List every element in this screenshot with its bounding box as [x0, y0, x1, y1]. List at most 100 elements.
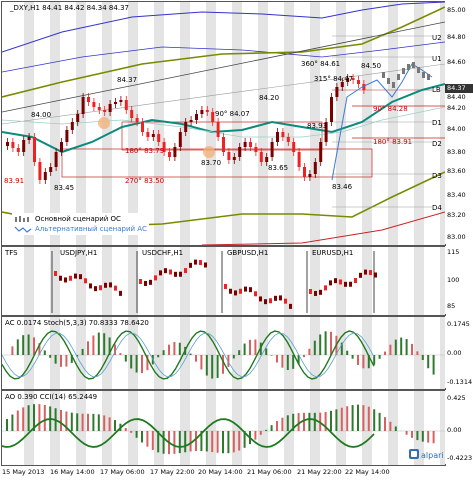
mini-candle [199, 260, 202, 266]
ac-stoch-svg [2, 317, 445, 389]
session-stripe [24, 247, 34, 315]
candle-body [313, 162, 317, 174]
scale-tick: -0.4223 [447, 454, 473, 462]
peak-label: 83.93 [307, 122, 328, 130]
candle-body [27, 137, 31, 140]
ao-histogram-bar [357, 404, 359, 431]
scale-tick: 0.425 [447, 394, 466, 402]
candle-body [270, 142, 274, 157]
candle-body [330, 97, 333, 122]
main-chart-title: _DXY,H1 84.41 84.42 84.34 84.37 [10, 4, 129, 12]
brand-icon [409, 449, 419, 461]
mini-candle [54, 271, 57, 276]
session-stripe [284, 391, 294, 465]
ao-histogram-bar [297, 413, 300, 431]
ac-histogram-bar [124, 355, 127, 362]
mini-candle [59, 275, 62, 281]
instrument-label-eurusd: EURUSD,H1 [312, 249, 354, 257]
ao-histogram-bar [222, 431, 224, 454]
session-stripe [154, 317, 164, 389]
ac-histogram-bar [146, 355, 149, 371]
ao-histogram-bar [141, 431, 143, 443]
orange-marker [98, 117, 110, 129]
ac-histogram-bar [81, 348, 84, 355]
ao-histogram-bar [87, 413, 89, 431]
session-stripe [388, 2, 398, 245]
ao-histogram-bar [411, 431, 413, 438]
price-tick: 83.60 [447, 167, 466, 175]
ao-histogram-bar [254, 431, 257, 440]
ao-histogram-bar [265, 429, 268, 431]
session-stripe [414, 391, 424, 465]
ao-histogram-bar [33, 404, 35, 431]
candle-body [184, 122, 188, 132]
session-stripe [284, 2, 294, 245]
ao-histogram-bar [211, 431, 214, 453]
legend-alt-scenario-label: Альтернативный сценарий АС [35, 225, 147, 233]
time-axis[interactable]: 15 May 2013 16 May 14:00 17 May 06:00 17… [0, 466, 445, 480]
scale-tick: 0.00 [447, 426, 462, 434]
ac-histogram-bar [303, 355, 305, 358]
ao-histogram-bar [324, 411, 327, 431]
ao-histogram-bar [216, 431, 219, 453]
mini-candle [324, 285, 327, 291]
ac-histogram-bar [400, 337, 403, 355]
candle-body [346, 78, 350, 82]
session-stripe [258, 391, 268, 465]
session-stripe [414, 247, 424, 315]
session-stripe [440, 391, 445, 465]
mini-candle [69, 275, 72, 281]
ao-histogram-bar [389, 421, 392, 431]
scale-tick: 85 [447, 302, 456, 310]
ac-histogram-bar [22, 335, 25, 355]
ac-histogram-bar [292, 355, 295, 369]
mini-candle [174, 271, 177, 277]
ao-histogram-bar [432, 431, 435, 444]
lower-red-band [201, 211, 445, 245]
price-scale[interactable]: 85.00 84.80 84.60 84.40 84.20 84.00 83.8… [445, 1, 473, 244]
ac-histogram-bar [157, 355, 160, 358]
mini-candle [179, 271, 182, 277]
light-moving-average [2, 106, 445, 138]
mini-candle [309, 289, 312, 294]
ao-cci-pane[interactable]: AO 0.390 CCI(14) 65.2449 [1, 390, 446, 466]
candle-body [49, 167, 53, 172]
session-stripe [440, 247, 445, 315]
ao-histogram-bar [351, 405, 354, 431]
level-d2: D2 [432, 140, 442, 148]
candle-body [43, 172, 47, 180]
session-stripe [258, 247, 268, 315]
scale-tick: 0.00 [447, 349, 462, 357]
ao-histogram-bar [173, 431, 176, 454]
ac-histogram-bar [421, 355, 424, 360]
ao-histogram-bar [330, 410, 332, 431]
candle-body [335, 87, 339, 97]
session-stripe [232, 247, 242, 315]
ao-histogram-bar [313, 412, 316, 431]
scenario-legend: Основной сценарий ОС Альтернативный сцен… [12, 213, 149, 235]
mini-candle [339, 279, 342, 285]
main-scenario-bar [387, 78, 390, 84]
instruments-pane[interactable]: TFS USDJPY,H1 USDCHF,H1 GBPUSD,H1 EURUSD… [1, 246, 446, 316]
main-price-pane[interactable]: _DXY,H1 84.41 84.42 84.34 84.37 U2 U1 LB… [1, 1, 446, 246]
ac-histogram-bar [108, 337, 111, 355]
candle-body [249, 142, 252, 147]
peak-label: 84.50 [361, 62, 382, 70]
candle-body [200, 110, 204, 114]
candle-body [276, 132, 279, 142]
mini-candle [114, 285, 117, 291]
cci-line [2, 418, 375, 448]
ac-histogram-bar [135, 355, 138, 373]
angle-label: 83.91 [4, 177, 25, 185]
level-d3: D3 [432, 172, 442, 180]
stoch-signal-line [2, 332, 375, 378]
ao-histogram-bar [146, 431, 149, 447]
candle-body [286, 137, 290, 142]
session-stripe [50, 247, 60, 315]
session-stripe [102, 317, 112, 389]
ao-histogram-bar [340, 407, 343, 431]
instruments-svg [24, 247, 445, 315]
candle-body [33, 137, 36, 162]
ac-stoch-pane[interactable]: AC 0.0174 Stoch(5,3,3) 70.8333 78.6420 [1, 316, 446, 390]
level-u2: U2 [432, 34, 442, 42]
